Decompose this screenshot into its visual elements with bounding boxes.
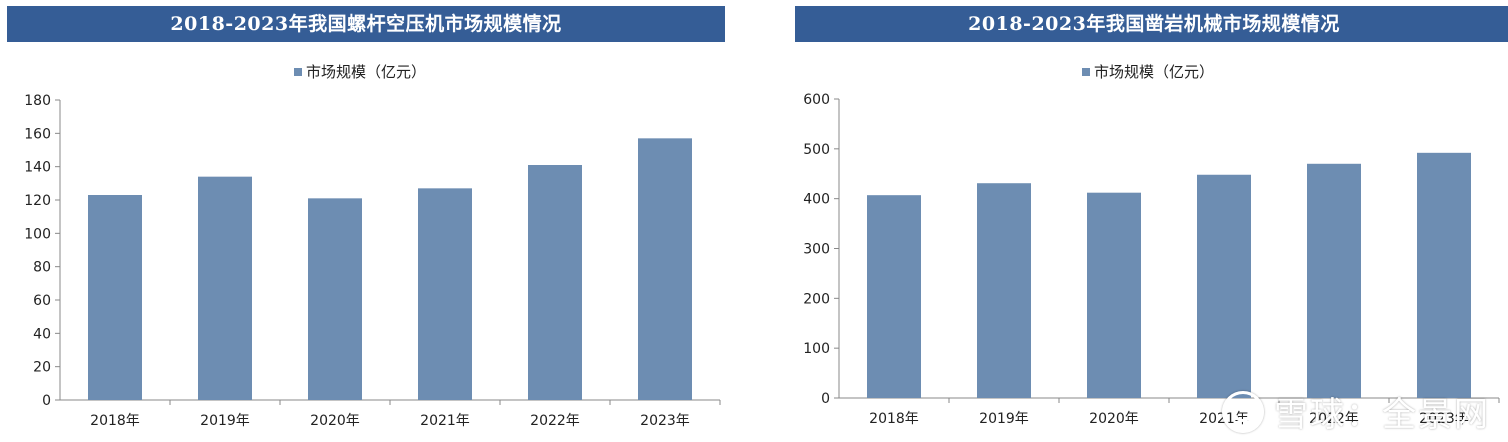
- legend-label: 市场规模（亿元）: [306, 63, 426, 81]
- y-tick-label: 80: [33, 260, 51, 276]
- y-tick-label: 60: [33, 293, 51, 309]
- y-tick-label: 100: [803, 341, 830, 357]
- bar-2023年: [1417, 152, 1471, 398]
- y-tick-label: 400: [803, 192, 830, 208]
- x-tick-label: 2022年: [530, 413, 580, 429]
- y-tick-label: 0: [821, 391, 830, 407]
- legend-label: 市场规模（亿元）: [1094, 63, 1214, 81]
- bar-chart-rock-drilling: 市场规模（亿元） 0 100 200 300 400 500 600 2018年 2019年 202…: [803, 63, 1500, 427]
- bar-chart-screw-compressor: 市场规模（亿元） 0 20 40 60 80 100 120 140 160 180 2018年 201…: [24, 63, 721, 429]
- bar-2020年: [308, 198, 362, 400]
- x-tick-label: 2021年: [420, 413, 470, 429]
- x-tick-label: 2020年: [1089, 411, 1139, 427]
- chart-title: 2018-2023年我国凿岩机械市场规模情况: [795, 6, 1508, 42]
- legend: 市场规模（亿元）: [1082, 63, 1214, 81]
- x-tick-label: 2019年: [200, 413, 250, 429]
- x-tick-label: 2023年: [1419, 411, 1469, 427]
- watermark-text: 雪球：全景网: [1274, 395, 1490, 435]
- bar-2022年: [528, 165, 582, 400]
- x-tick-label: 2022年: [1309, 411, 1359, 427]
- bar-2023年: [638, 138, 692, 400]
- y-tick-label: 160: [24, 126, 51, 142]
- y-tick-label: 180: [24, 93, 51, 109]
- bar-2018年: [88, 195, 142, 400]
- bar-2019年: [198, 176, 252, 400]
- y-tick-label: 20: [33, 360, 51, 376]
- y-tick-label: 300: [803, 242, 830, 258]
- bar-2021年: [1197, 174, 1251, 398]
- y-tick-label: 40: [33, 326, 51, 342]
- bar-2020年: [1087, 192, 1141, 398]
- y-tick-label: 0: [42, 393, 51, 409]
- legend-swatch: [1082, 68, 1090, 76]
- y-tick-label: 500: [803, 142, 830, 158]
- y-tick-label: 140: [24, 160, 51, 176]
- y-tick-label: 600: [803, 92, 830, 108]
- x-tick-label: 2023年: [640, 413, 690, 429]
- bar-2022年: [1307, 163, 1361, 398]
- chart-panel-screw-compressor: 2018-2023年我国螺杆空压机市场规模情况 市场规模（亿元） 0 20 40 60 8…: [7, 6, 725, 436]
- bar-2021年: [418, 188, 472, 400]
- y-tick-label: 100: [24, 226, 51, 242]
- chart-panel-rock-drilling: 2018-2023年我国凿岩机械市场规模情况 市场规模（亿元） 0 100 200 30…: [795, 6, 1508, 436]
- y-tick-label: 120: [24, 193, 51, 209]
- bar-2018年: [867, 195, 921, 398]
- x-tick-label: 2018年: [869, 411, 919, 427]
- y-tick-label: 200: [803, 291, 830, 307]
- bar-2019年: [977, 183, 1031, 398]
- legend: 市场规模（亿元）: [294, 63, 426, 81]
- legend-swatch: [294, 68, 302, 76]
- x-tick-label: 2018年: [90, 413, 140, 429]
- snowball-logo-icon: [1222, 390, 1264, 433]
- x-tick-label: 2020年: [310, 413, 360, 429]
- x-tick-label: 2019年: [979, 411, 1029, 427]
- watermark: 雪球：全景网: [1222, 387, 1490, 436]
- chart-title: 2018-2023年我国螺杆空压机市场规模情况: [7, 6, 725, 42]
